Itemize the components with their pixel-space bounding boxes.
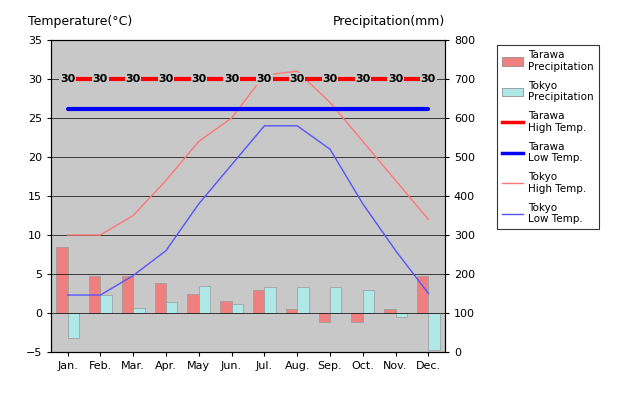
Bar bbox=[297, 287, 308, 313]
Bar bbox=[122, 276, 133, 313]
Text: 30: 30 bbox=[224, 74, 239, 84]
Bar bbox=[319, 313, 330, 322]
Bar bbox=[285, 309, 297, 313]
Bar bbox=[428, 313, 440, 350]
Text: 30: 30 bbox=[158, 74, 173, 84]
Bar bbox=[384, 309, 396, 313]
Text: 30: 30 bbox=[388, 74, 403, 84]
Legend: Tarawa
Precipitation, Tokyo
Precipitation, Tarawa
High Temp., Tarawa
Low Temp., : Tarawa Precipitation, Tokyo Precipitatio… bbox=[497, 45, 599, 230]
Text: 30: 30 bbox=[420, 74, 436, 84]
Bar bbox=[68, 313, 79, 338]
Text: 30: 30 bbox=[323, 74, 338, 84]
Text: Precipitation(mm): Precipitation(mm) bbox=[333, 14, 445, 28]
Bar bbox=[220, 301, 232, 313]
Text: 30: 30 bbox=[355, 74, 371, 84]
Bar bbox=[232, 304, 243, 313]
Bar bbox=[264, 287, 276, 313]
Bar bbox=[363, 290, 374, 313]
Bar bbox=[396, 313, 407, 317]
Bar bbox=[330, 287, 342, 313]
Text: 30: 30 bbox=[289, 74, 305, 84]
Text: 30: 30 bbox=[93, 74, 108, 84]
Bar bbox=[188, 294, 199, 313]
Bar bbox=[133, 308, 145, 313]
Bar bbox=[199, 286, 211, 313]
Bar bbox=[89, 276, 100, 313]
Text: 30: 30 bbox=[125, 74, 141, 84]
Bar bbox=[154, 283, 166, 313]
Text: 30: 30 bbox=[60, 74, 76, 84]
Bar bbox=[351, 313, 363, 322]
Bar bbox=[100, 295, 112, 313]
Bar bbox=[253, 290, 264, 313]
Bar bbox=[417, 276, 428, 313]
Bar bbox=[56, 247, 68, 313]
Text: 30: 30 bbox=[257, 74, 272, 84]
Text: 30: 30 bbox=[191, 74, 207, 84]
Bar bbox=[166, 302, 177, 313]
Text: Temperature(°C): Temperature(°C) bbox=[28, 14, 132, 28]
